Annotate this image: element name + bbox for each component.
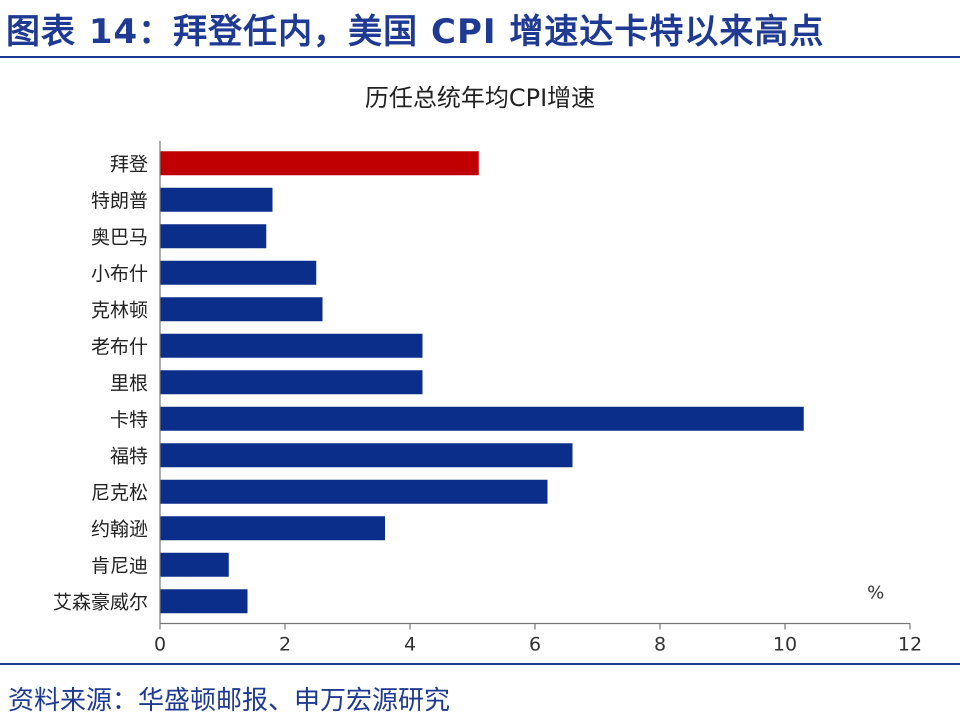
x-tick-label: 0 bbox=[154, 634, 166, 656]
bar-3 bbox=[160, 224, 267, 249]
category-label: 老布什 bbox=[91, 336, 148, 358]
unit-label: % bbox=[867, 583, 884, 604]
category-label: 尼克松 bbox=[91, 482, 148, 504]
bar-9 bbox=[160, 443, 573, 468]
bar-13 bbox=[160, 589, 248, 614]
chart-title: 历任总统年均CPI增速 bbox=[364, 84, 596, 112]
bar-5 bbox=[160, 297, 323, 322]
bar-1 bbox=[160, 151, 479, 176]
bar-10 bbox=[160, 479, 548, 504]
bar-11 bbox=[160, 516, 385, 541]
category-label: 小布什 bbox=[91, 263, 148, 285]
bar-4 bbox=[160, 260, 317, 285]
x-tick-label: 8 bbox=[654, 634, 666, 656]
category-label: 约翰逊 bbox=[91, 518, 148, 540]
bar-8 bbox=[160, 406, 804, 431]
title-rule bbox=[0, 56, 960, 58]
category-label: 里根 bbox=[110, 372, 148, 394]
x-tick-label: 6 bbox=[529, 634, 541, 656]
category-label: 拜登 bbox=[110, 153, 148, 175]
x-tick-label: 4 bbox=[404, 634, 416, 656]
category-label: 卡特 bbox=[110, 409, 148, 431]
bar-6 bbox=[160, 333, 423, 358]
bar-12 bbox=[160, 552, 229, 577]
bar-7 bbox=[160, 370, 423, 395]
bar-2 bbox=[160, 187, 273, 212]
figure-title: 图表 14：拜登任内，美国 CPI 增速达卡特以来高点 bbox=[6, 12, 825, 52]
source-note: 资料来源：华盛顿邮报、申万宏源研究 bbox=[8, 686, 451, 716]
x-tick-label: 12 bbox=[898, 634, 922, 656]
category-label: 特朗普 bbox=[91, 190, 148, 212]
x-tick-label: 2 bbox=[279, 634, 291, 656]
category-label: 克林顿 bbox=[91, 299, 148, 321]
category-label: 福特 bbox=[110, 445, 148, 467]
x-tick-label: 10 bbox=[773, 634, 797, 656]
category-label: 艾森豪威尔 bbox=[53, 591, 148, 613]
footer-rule bbox=[0, 663, 960, 665]
category-label: 肯尼迪 bbox=[91, 555, 148, 577]
category-label: 奥巴马 bbox=[91, 226, 148, 248]
